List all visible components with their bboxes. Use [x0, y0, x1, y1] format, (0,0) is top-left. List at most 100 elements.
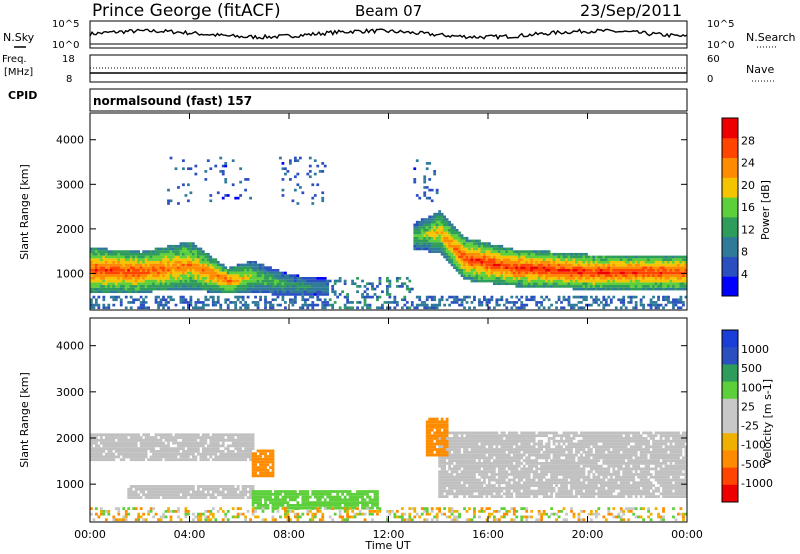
power-cell: [293, 301, 297, 304]
velocity-cell: [453, 470, 456, 474]
power-cell: [99, 258, 103, 261]
power-cell: [478, 255, 481, 259]
velocity-cell: [450, 473, 454, 476]
power-cell: [114, 258, 118, 261]
velocity-cell: [214, 452, 218, 456]
power-cell: [361, 279, 364, 283]
power-cell: [174, 282, 178, 286]
power-cell: [94, 260, 98, 264]
velocity-cell: [351, 504, 354, 507]
power-cell: [328, 303, 332, 307]
velocity-cell: [266, 492, 270, 496]
power-cell: [483, 255, 486, 259]
velocity-cell: [306, 492, 310, 496]
power-cell: [182, 255, 185, 259]
velocity-cell: [194, 441, 198, 445]
power-cell: [634, 285, 638, 288]
velocity-cell: [458, 445, 461, 449]
velocity-cell: [214, 438, 218, 442]
power-cell: [109, 260, 113, 264]
velocity-cell: [169, 436, 173, 439]
power-cell: [109, 252, 113, 256]
velocity-cell: [224, 447, 228, 450]
power-cell: [386, 277, 389, 280]
power-cell: [134, 285, 138, 288]
velocity-cell: [463, 462, 466, 465]
velocity-cell: [448, 445, 451, 449]
velocity-cell: [209, 444, 213, 448]
velocity-cell: [460, 489, 464, 493]
velocity-cell: [182, 487, 185, 491]
power-cell: [306, 303, 310, 307]
power-cell: [144, 306, 148, 310]
velocity-cell: [276, 495, 280, 499]
power-cell: [555, 274, 558, 278]
power-cell: [682, 274, 685, 278]
power-cell: [488, 279, 491, 283]
power-cell: [184, 287, 188, 291]
velocity-cell: [104, 441, 108, 445]
power-cell: [311, 279, 315, 283]
velocity-cell: [122, 447, 126, 450]
power-cell: [259, 290, 262, 294]
power-cell: [450, 255, 454, 259]
power-cell: [164, 282, 168, 286]
power-cell: [679, 258, 683, 261]
power-cell: [492, 247, 496, 251]
power-cell: [567, 301, 571, 304]
velocity-cell: [206, 447, 210, 450]
velocity-cell: [234, 458, 238, 462]
power-cell: [194, 266, 198, 269]
power-cell: [585, 266, 588, 269]
velocity-cell: [90, 450, 93, 453]
power-cell: [316, 303, 320, 307]
power-cell: [440, 234, 444, 237]
velocity-cell: [458, 464, 461, 468]
power-cell: [488, 255, 491, 259]
velocity-cell: [187, 447, 190, 450]
power-cell: [537, 279, 541, 283]
power-cell: [256, 282, 260, 286]
velocity-cell: [182, 490, 185, 494]
velocity-cell: [336, 490, 340, 493]
velocity-cell: [226, 496, 230, 499]
power-cell: [104, 290, 108, 294]
velocity-cell: [154, 444, 158, 448]
velocity-cell: [244, 438, 248, 442]
power-cell: [438, 236, 442, 240]
power-cell: [152, 279, 155, 283]
velocity-cell: [251, 457, 255, 461]
velocity-cell: [306, 498, 310, 502]
power-cell: [318, 293, 322, 296]
power-cell: [112, 279, 116, 283]
power-cell: [587, 303, 591, 307]
power-cell: [174, 268, 178, 272]
power-cell: [480, 301, 484, 304]
power-cell: [224, 180, 228, 184]
velocity-cell: [172, 452, 175, 456]
power-cell: [97, 277, 101, 280]
power-cell: [182, 298, 185, 302]
power-cell: [187, 303, 190, 307]
power-cell: [221, 285, 225, 288]
power-cell: [672, 266, 675, 269]
velocity-cell: [279, 498, 282, 502]
power-cell: [667, 255, 670, 259]
power-cell: [495, 271, 499, 275]
velocity-cell: [234, 490, 238, 494]
power-cell: [216, 279, 220, 283]
power-cell: [97, 263, 101, 267]
velocity-cell: [209, 441, 213, 445]
power-cell: [94, 303, 98, 307]
velocity-cell: [114, 441, 118, 445]
power-cell: [94, 285, 98, 288]
velocity-cell: [455, 470, 459, 474]
nsky-tick-bottom: 10^0: [52, 40, 79, 51]
power-cell: [187, 250, 190, 253]
colorbar-segment: [722, 276, 738, 297]
power-cell: [582, 271, 586, 275]
power-cell: [679, 263, 683, 267]
power-cell: [249, 266, 252, 269]
power-cell: [296, 183, 300, 187]
velocity-cell: [450, 492, 454, 496]
